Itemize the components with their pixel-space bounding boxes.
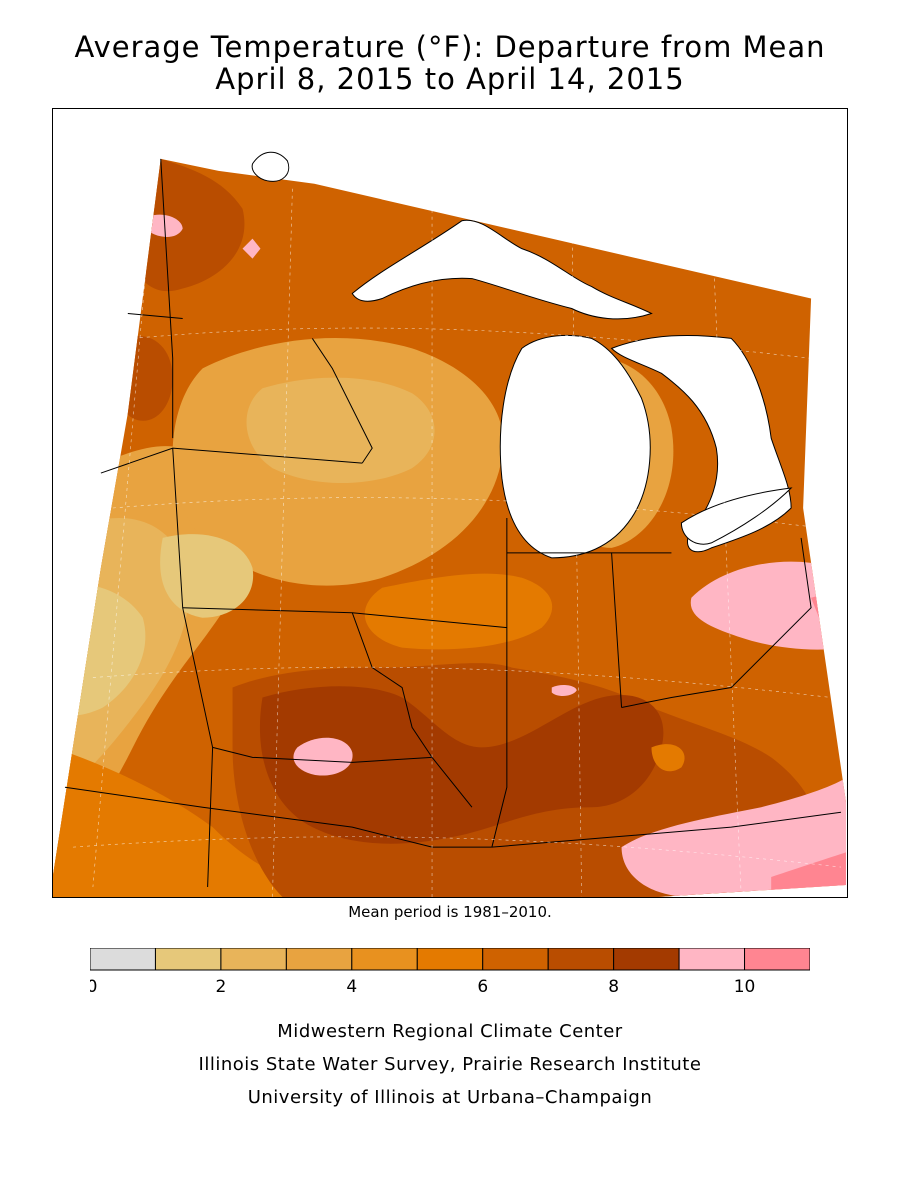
legend-tick-label: 6 [477,977,488,997]
legend-labels: 0 2 4 6 8 10 [90,977,755,997]
color-legend: 0 2 4 6 8 10 [90,948,810,997]
legend-bin-3 [285,948,353,971]
legend-bin-4 [351,948,418,971]
legend-tick-label: 4 [346,977,357,997]
legend-bin-9 [678,948,746,971]
footer-line1: Midwestern Regional Climate Center [277,1021,623,1042]
footer-line3: University of Illinois at Urbana–Champai… [247,1087,653,1108]
state-boundaries [64,158,842,888]
map-title-line1: Average Temperature (°F): Departure from… [74,30,826,64]
legend-bin-6 [482,948,549,971]
legend-bin-0 [90,948,156,971]
legend-tick-label: 0 [90,977,97,997]
legend-bin-7 [547,948,615,971]
legend-bin-1 [154,948,222,971]
legend-bars [90,948,810,971]
legend-bin-5 [416,948,484,971]
legend-tick-label: 10 [734,977,756,997]
graticule [72,188,842,897]
legend-tick-label: 2 [215,977,226,997]
map-title-line2: April 8, 2015 to April 14, 2015 [215,62,685,96]
legend-tick-label: 8 [608,977,619,997]
great-lakes [251,151,793,559]
mean-period-note: Mean period is 1981–2010. [348,903,552,921]
legend-bin-2 [220,948,287,971]
legend-bin-8 [613,948,680,971]
legend-bin-10 [744,948,810,971]
temperature-departure-map [52,108,848,898]
footer-line2: Illinois State Water Survey, Prairie Res… [198,1054,702,1075]
